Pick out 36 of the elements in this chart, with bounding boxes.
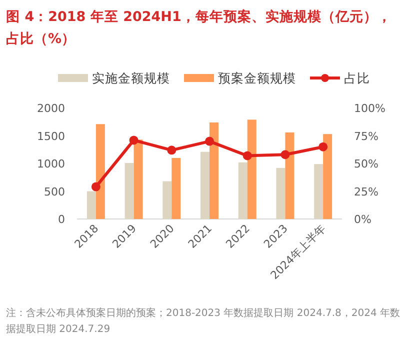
bar (210, 122, 218, 219)
y-tick-label: 1500 (37, 130, 65, 143)
point (318, 142, 328, 152)
text: 注：含未公布具体预案日期的预案；2018-2023 年数据提取日期 2024.7.8，2024 年数据提取日期 2024.7.29 (6, 306, 402, 337)
y2-tick-label: 75% (354, 130, 378, 143)
bar (238, 162, 248, 219)
y2-tick-label: 50% (354, 158, 378, 170)
y-tick-label: 2000 (37, 102, 65, 115)
y-tick-label: 500 (44, 185, 65, 198)
bar (134, 140, 143, 219)
point (242, 151, 252, 160)
bar (172, 158, 181, 219)
y2-tick-label: 25% (354, 185, 378, 198)
y-tick-label: 0 (58, 213, 65, 226)
y2-tick-label: 100% (354, 102, 386, 115)
point (205, 136, 214, 146)
bar (247, 120, 256, 219)
bar (162, 181, 172, 219)
legend-label: 占比 (344, 70, 370, 86)
bar (96, 124, 105, 219)
y2-tick-label: 0% (354, 213, 372, 226)
point (167, 146, 176, 155)
point (91, 182, 100, 192)
point (129, 136, 138, 145)
chart-title: 图 4：2018 年至 2024H1，每年预案、实施规模（亿元），占比（%） (6, 8, 392, 49)
legend-label: 预案金额规模 (218, 70, 296, 86)
y-tick-label: 1000 (37, 158, 65, 170)
point (280, 150, 290, 160)
bar (314, 164, 324, 219)
bar (323, 134, 332, 219)
bar (124, 162, 134, 219)
bar (285, 132, 294, 219)
bar (86, 191, 96, 219)
bar (276, 168, 286, 219)
legend-label: 实施金额规模 (92, 70, 170, 86)
bar (200, 152, 210, 219)
